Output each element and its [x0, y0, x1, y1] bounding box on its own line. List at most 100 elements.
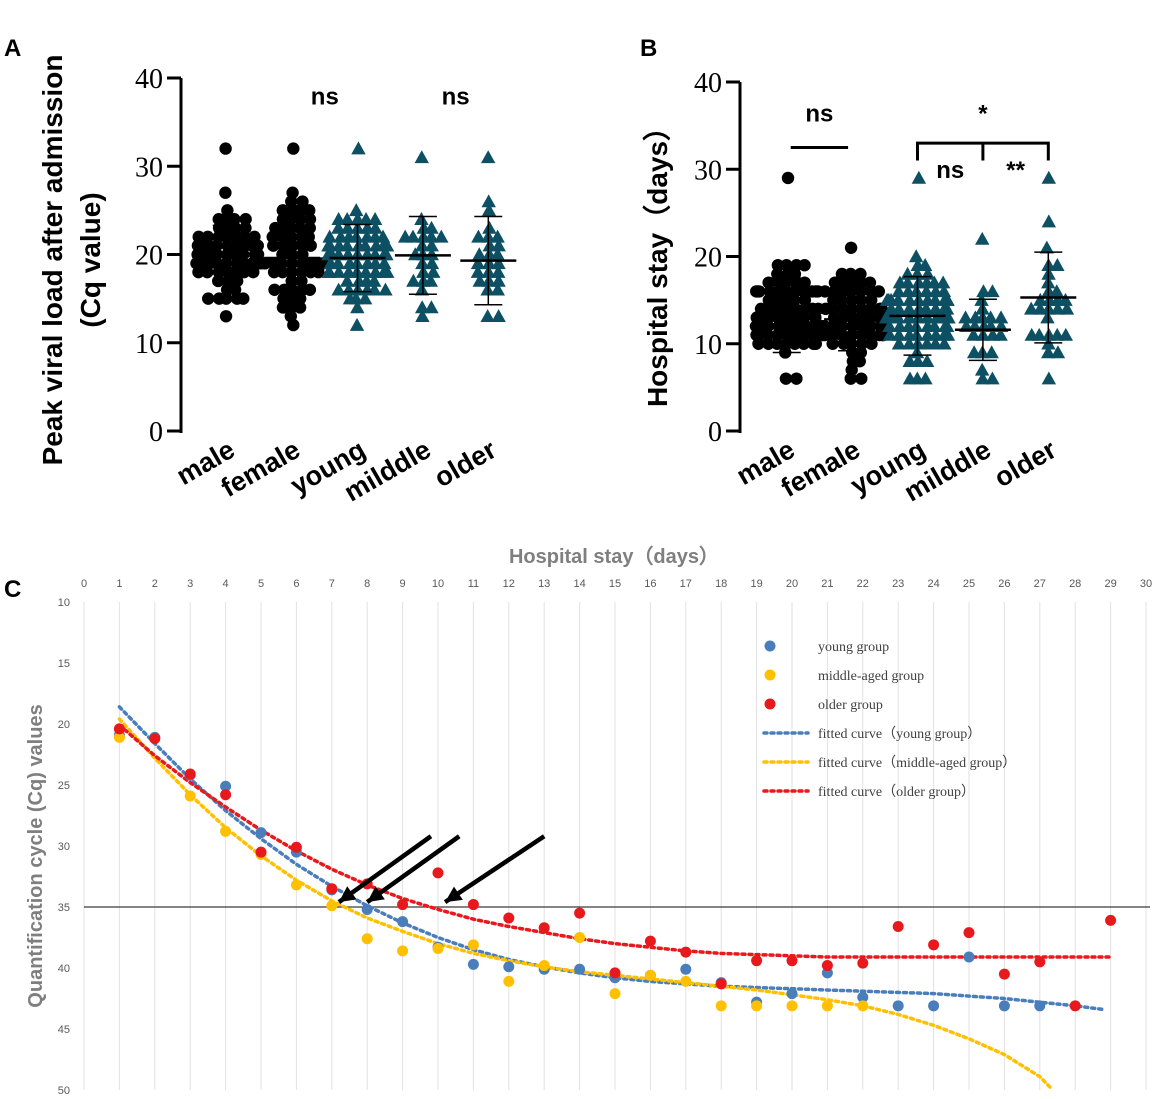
chart-b-data-point [854, 276, 867, 289]
chart-c-data-point [503, 975, 515, 987]
chart-a-data-point [321, 264, 336, 278]
chart-c-data-point [680, 975, 692, 987]
chart-c-legend-label: young group [818, 640, 889, 655]
chart-a-data-point [276, 301, 290, 314]
chart-a-y-tick-label: 40 [135, 64, 163, 95]
chart-a-data-point [358, 264, 373, 278]
chart-a-data-point [426, 264, 441, 278]
chart-b-data-point [881, 292, 896, 306]
chart-a-data-point [350, 300, 365, 314]
chart-a-data-point [239, 213, 252, 226]
chart-c-legend-label: older group [818, 698, 883, 713]
chart-a-data-point [228, 213, 241, 226]
chart-b-data-point [966, 327, 981, 341]
chart-b-data-point [927, 319, 942, 333]
chart-c-y-tick-label: 50 [58, 1085, 70, 1097]
chart-a-data-point [323, 256, 338, 270]
chart-b-data-point [752, 337, 765, 350]
chart-b-data-point [937, 336, 952, 350]
chart-a-data-point [212, 230, 225, 244]
chart-b-data-point [902, 292, 917, 306]
chart-b-data-point [976, 284, 991, 298]
chart-c-data-point [149, 733, 161, 745]
chart-b-data-point [918, 301, 934, 315]
chart-c-x-tick-label: 24 [927, 578, 939, 590]
chart-c-data-point [1069, 1000, 1081, 1012]
chart-a-data-point [331, 264, 347, 278]
chart-c-data-point [113, 731, 125, 743]
chart-b-data-point [762, 337, 775, 350]
chart-b-data-point [809, 337, 823, 350]
chart-a-data-point [377, 256, 392, 270]
chart-c-x-tick-label: 15 [609, 578, 621, 590]
chart-c-legend-marker [764, 669, 776, 681]
chart-b-data-point [939, 319, 955, 333]
chart-b-data-point [958, 310, 973, 324]
chart-c-x-tick-label: 2 [152, 578, 158, 590]
chart-a-data-point [202, 292, 215, 305]
chart-b-data-point [863, 276, 877, 289]
chart-a-data-point [482, 220, 497, 234]
chart-c-y-tick-label: 35 [58, 902, 70, 914]
chart-c-data-point [255, 846, 267, 858]
chart-a-data-point [228, 283, 242, 296]
chart-c-data-point [751, 955, 763, 967]
chart-a-data-point [201, 265, 214, 279]
chart-b-category-label: older [989, 434, 1062, 493]
chart-a-data-point [322, 229, 337, 243]
chart-b-data-point [772, 320, 785, 333]
chart-b-y-tick-label: 30 [694, 155, 722, 186]
chart-c-data-point [255, 827, 267, 839]
chart-b-data-point [1050, 258, 1065, 271]
chart-a-data-point [423, 273, 438, 287]
chart-c-data-point [963, 927, 975, 939]
chart-b-data-point [816, 328, 830, 342]
chart-b-data-point [892, 275, 908, 289]
chart-c-x-tick-label: 6 [293, 578, 299, 590]
chart-b-data-point [854, 267, 867, 281]
chart-c-x-tick-label: 16 [644, 578, 656, 590]
chart-b-data-point [781, 171, 795, 185]
chart-b-data-point [968, 310, 983, 324]
chart-c-data-point [113, 723, 125, 735]
chart-b-data-point [993, 310, 1009, 324]
chart-c-data-point [857, 991, 869, 1003]
chart-a-data-point [424, 229, 439, 243]
chart-b-data-point [836, 320, 849, 333]
chart-b-data-point [919, 354, 935, 367]
chart-b-data-point [940, 327, 956, 341]
chart-a-data-point [349, 317, 365, 331]
chart-c-data-point [892, 1000, 904, 1012]
chart-c-legend-label: fitted curve（middle-aged group） [818, 755, 1016, 771]
chart-b-data-point [974, 362, 990, 376]
chart-c-y-tick-label: 45 [58, 1024, 70, 1036]
chart-c-data-point [538, 922, 550, 934]
chart-c-data-point [290, 841, 302, 853]
chart-b-data-point [835, 267, 849, 281]
chart-c-x-tick-label: 21 [821, 578, 833, 590]
chart-c-x-tick-label: 7 [329, 578, 335, 590]
chart-a-data-point [331, 238, 347, 252]
chart-a-data-point [267, 265, 281, 279]
chart-c-legend-marker [764, 640, 776, 652]
chart-b-data-point [771, 267, 784, 281]
chart-b-data-point [798, 259, 811, 272]
chart-c-data-point [220, 789, 232, 801]
chart-a-data-point [491, 238, 506, 252]
chart-b-data-point [902, 336, 917, 350]
chart-c-data-point [644, 935, 656, 947]
chart-a-y-tick-label: 20 [135, 241, 163, 272]
chart-a-data-point [268, 283, 281, 296]
chart-a-data-point [351, 141, 366, 155]
chart-c-fitted-curve [117, 705, 1106, 1012]
chart-c-data-point [467, 958, 479, 970]
chart-c-data-point [397, 945, 409, 957]
chart-c-legend-marker [764, 698, 776, 710]
chart-c-data-point [432, 867, 444, 879]
chart-a-data-point [434, 229, 449, 243]
chart-b-data-point [797, 337, 810, 350]
chart-b-significance-label: ns [936, 157, 964, 184]
chart-c-y-tick-label: 25 [58, 780, 70, 792]
chart-a-data-point [414, 282, 430, 296]
